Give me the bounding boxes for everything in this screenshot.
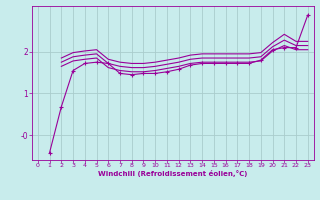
X-axis label: Windchill (Refroidissement éolien,°C): Windchill (Refroidissement éolien,°C)	[98, 170, 247, 177]
